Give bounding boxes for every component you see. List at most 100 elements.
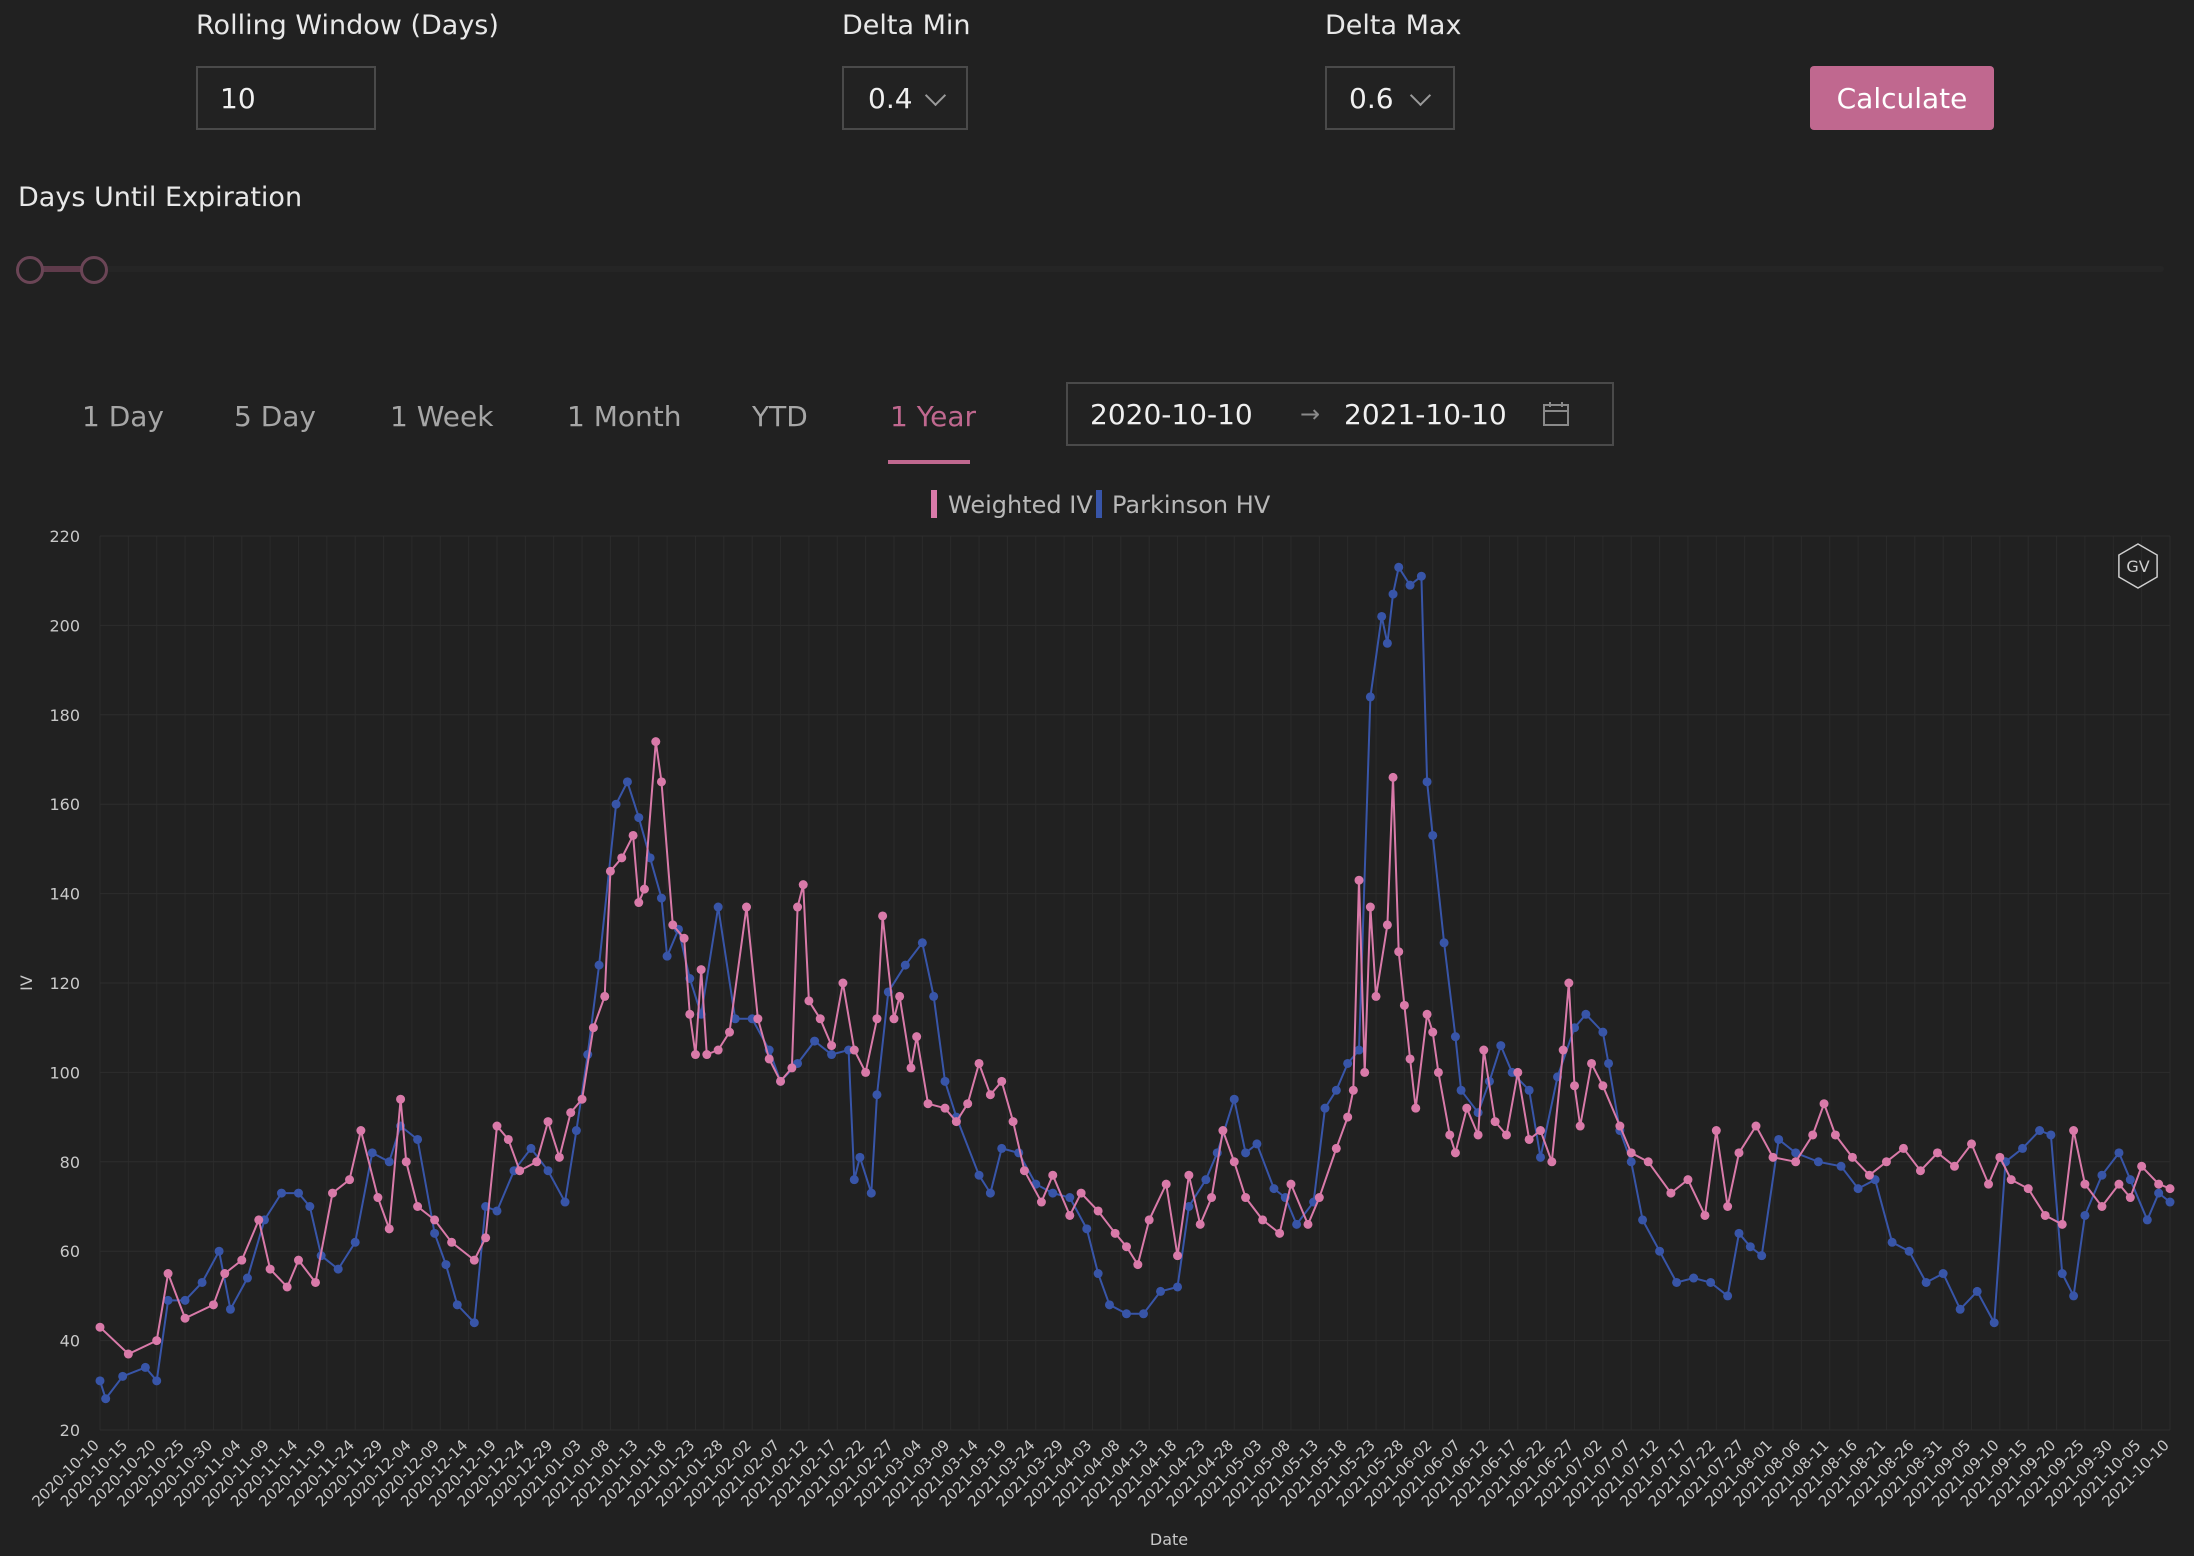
data-point <box>776 1076 786 1086</box>
data-point <box>1133 1260 1143 1270</box>
data-point <box>1819 1099 1829 1109</box>
data-point <box>1723 1291 1733 1301</box>
tab-ytd[interactable]: YTD <box>752 400 808 433</box>
data-point <box>997 1143 1007 1153</box>
data-point <box>396 1094 406 1104</box>
data-point <box>214 1246 224 1256</box>
delta-max-label: Delta Max <box>1325 10 1462 41</box>
data-point <box>2040 1210 2050 1220</box>
data-point <box>889 1014 899 1024</box>
data-point <box>1984 1179 1994 1189</box>
data-point <box>452 1300 462 1310</box>
data-point <box>600 991 610 1001</box>
data-point <box>798 880 808 890</box>
data-point <box>1076 1188 1086 1198</box>
data-point <box>1110 1228 1120 1238</box>
tab-1-year[interactable]: 1 Year <box>890 400 976 433</box>
data-point <box>1048 1170 1058 1180</box>
data-point <box>1638 1215 1648 1225</box>
data-point <box>1700 1210 1710 1220</box>
tab-1-month[interactable]: 1 Month <box>567 400 682 433</box>
date-range-picker[interactable]: 2020-10-10 → 2021-10-10 <box>1066 382 1614 446</box>
volatility-chart: 204060801001201401601802002202020-10-102… <box>17 490 2175 1549</box>
data-point <box>685 1009 695 1019</box>
data-point <box>430 1215 440 1225</box>
data-point <box>1581 1009 1591 1019</box>
data-point <box>1360 1067 1370 1077</box>
rolling-window-input[interactable]: 10 <box>196 66 376 130</box>
calendar-icon[interactable] <box>1542 400 1570 428</box>
data-point <box>1422 1009 1432 1019</box>
y-tick-label: 140 <box>49 885 80 904</box>
data-point <box>1513 1067 1523 1077</box>
data-point <box>895 991 905 1001</box>
data-point <box>742 902 752 912</box>
legend-label-weighted-iv: Weighted IV <box>948 491 1093 519</box>
range-separator: → <box>1300 400 1321 428</box>
expiration-slider-track[interactable] <box>16 266 2164 272</box>
rolling-window-label: Rolling Window (Days) <box>196 10 499 41</box>
data-point <box>1428 1027 1438 1037</box>
data-point <box>605 866 615 876</box>
data-point <box>1286 1179 1296 1189</box>
data-point <box>1490 1117 1500 1127</box>
data-point <box>764 1054 774 1064</box>
chevron-down-icon <box>924 84 947 107</box>
data-point <box>1915 1166 1925 1176</box>
data-point <box>974 1058 984 1068</box>
data-point <box>163 1269 173 1279</box>
data-point <box>197 1277 207 1287</box>
data-point <box>656 893 666 903</box>
start-date[interactable]: 2020-10-10 <box>1090 397 1253 431</box>
data-point <box>367 1148 377 1158</box>
data-point <box>311 1277 321 1287</box>
legend-swatch-weighted-iv <box>931 490 937 518</box>
data-point <box>1019 1166 1029 1176</box>
data-point <box>1598 1027 1608 1037</box>
data-point <box>577 1094 587 1104</box>
data-point <box>152 1376 162 1386</box>
data-point <box>1949 1161 1959 1171</box>
data-point <box>1144 1215 1154 1225</box>
data-point <box>2006 1175 2016 1185</box>
data-point <box>1791 1157 1801 1167</box>
data-point <box>1394 947 1404 957</box>
data-point <box>1774 1134 1784 1144</box>
data-point <box>2057 1219 2067 1229</box>
data-point <box>1320 1103 1330 1113</box>
data-point <box>622 777 632 787</box>
data-point <box>282 1282 292 1292</box>
calculate-button[interactable]: Calculate <box>1810 66 1994 130</box>
data-point <box>1439 938 1449 948</box>
data-point <box>2018 1143 2028 1153</box>
data-point <box>571 1126 581 1136</box>
tab-5-day[interactable]: 5 Day <box>234 400 317 433</box>
data-point <box>1847 1152 1857 1162</box>
data-point <box>1751 1121 1761 1131</box>
data-point <box>2114 1179 2124 1189</box>
data-point <box>1604 1058 1614 1068</box>
data-point <box>1535 1126 1545 1136</box>
data-point <box>1229 1094 1239 1104</box>
data-point <box>2165 1197 2175 1207</box>
delta-max-select[interactable]: 0.6 <box>1325 66 1455 130</box>
tab-1-day[interactable]: 1 Day <box>82 400 165 433</box>
data-point <box>1938 1269 1948 1279</box>
data-point <box>810 1036 820 1046</box>
y-tick-label: 60 <box>60 1242 80 1261</box>
delta-max-value: 0.6 <box>1349 81 1394 115</box>
data-point <box>413 1134 423 1144</box>
data-point <box>1207 1193 1217 1203</box>
expiration-slider-min-handle[interactable] <box>16 256 44 284</box>
tab-1-week[interactable]: 1 Week <box>390 400 494 433</box>
chevron-down-icon <box>1409 84 1432 107</box>
delta-min-select[interactable]: 0.4 <box>842 66 968 130</box>
expiration-slider-max-handle[interactable] <box>80 256 108 284</box>
data-point <box>1734 1228 1744 1238</box>
end-date[interactable]: 2021-10-10 <box>1344 397 1507 431</box>
data-point <box>838 978 848 988</box>
data-point <box>350 1237 360 1247</box>
data-point <box>1365 902 1375 912</box>
data-point <box>713 1045 723 1055</box>
data-point <box>469 1255 479 1265</box>
